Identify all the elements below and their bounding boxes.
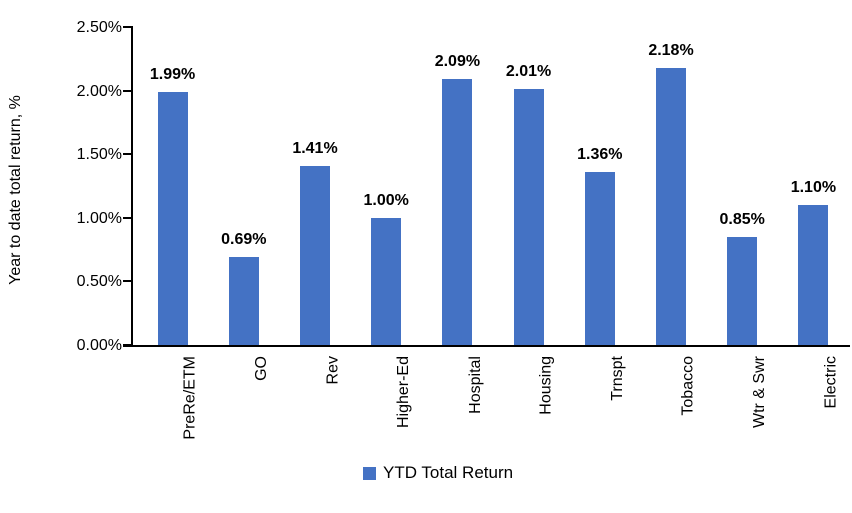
x-category-label: Tobacco [680, 356, 697, 416]
y-tick-label: 2.00% [76, 82, 122, 100]
x-category-label: PreRe/ETM [181, 356, 199, 440]
bar-value-label: 1.41% [292, 139, 338, 157]
bar-value-label: 0.69% [221, 231, 267, 249]
y-tick-label: 0.50% [76, 273, 122, 291]
x-category-label: Higher-Ed [395, 356, 413, 429]
x-category-label: Trnspt [608, 356, 626, 401]
y-axis-title: Year to date total return, % [7, 95, 24, 285]
bar-go [228, 257, 259, 345]
x-category-label: Wtr & Swr [751, 356, 769, 428]
bar-value-label: 2.01% [505, 63, 552, 81]
x-axis-line [123, 345, 850, 347]
bar-value-label: 2.09% [434, 53, 481, 71]
bar-value-label: 1.36% [577, 146, 623, 163]
bar-value-label: 1.99% [149, 65, 196, 83]
x-category-label: Rev [324, 356, 341, 385]
bar-rev [300, 165, 330, 345]
y-tick-label: 0.00% [76, 337, 122, 354]
bar-value-label: 0.85% [719, 210, 765, 228]
bar-wtr-swr [727, 236, 758, 345]
legend-swatch-icon [363, 466, 376, 480]
y-tick-mark [123, 26, 131, 28]
bar-housing [513, 89, 544, 345]
y-tick-mark [123, 89, 131, 92]
bar-value-label: 2.18% [648, 41, 694, 59]
x-category-label: GO [252, 356, 270, 381]
y-tick-label: 1.00% [76, 209, 122, 227]
legend: YTD Total Return [363, 463, 513, 483]
y-tick-mark [123, 344, 131, 346]
x-category-label: Housing [537, 356, 555, 415]
bar-tobacco [656, 67, 686, 345]
bar-hospital [442, 79, 473, 345]
legend-label: YTD Total Return [383, 463, 514, 482]
y-tick-mark [123, 216, 131, 219]
bar-trnspt [584, 172, 615, 345]
bar-higher-ed [371, 217, 402, 345]
y-tick-label: 1.50% [76, 146, 122, 164]
y-tick-label: 2.50% [76, 19, 122, 36]
y-tick-mark [123, 280, 131, 283]
bar-electric [798, 205, 829, 345]
bar-value-label: 1.10% [790, 179, 837, 197]
x-category-label: Electric [822, 356, 840, 409]
x-category-label: Hospital [466, 356, 484, 414]
y-axis-line [131, 26, 133, 347]
bar-prere-etm [157, 91, 188, 345]
y-tick-mark [123, 153, 131, 156]
bar-value-label: 1.00% [363, 191, 409, 209]
